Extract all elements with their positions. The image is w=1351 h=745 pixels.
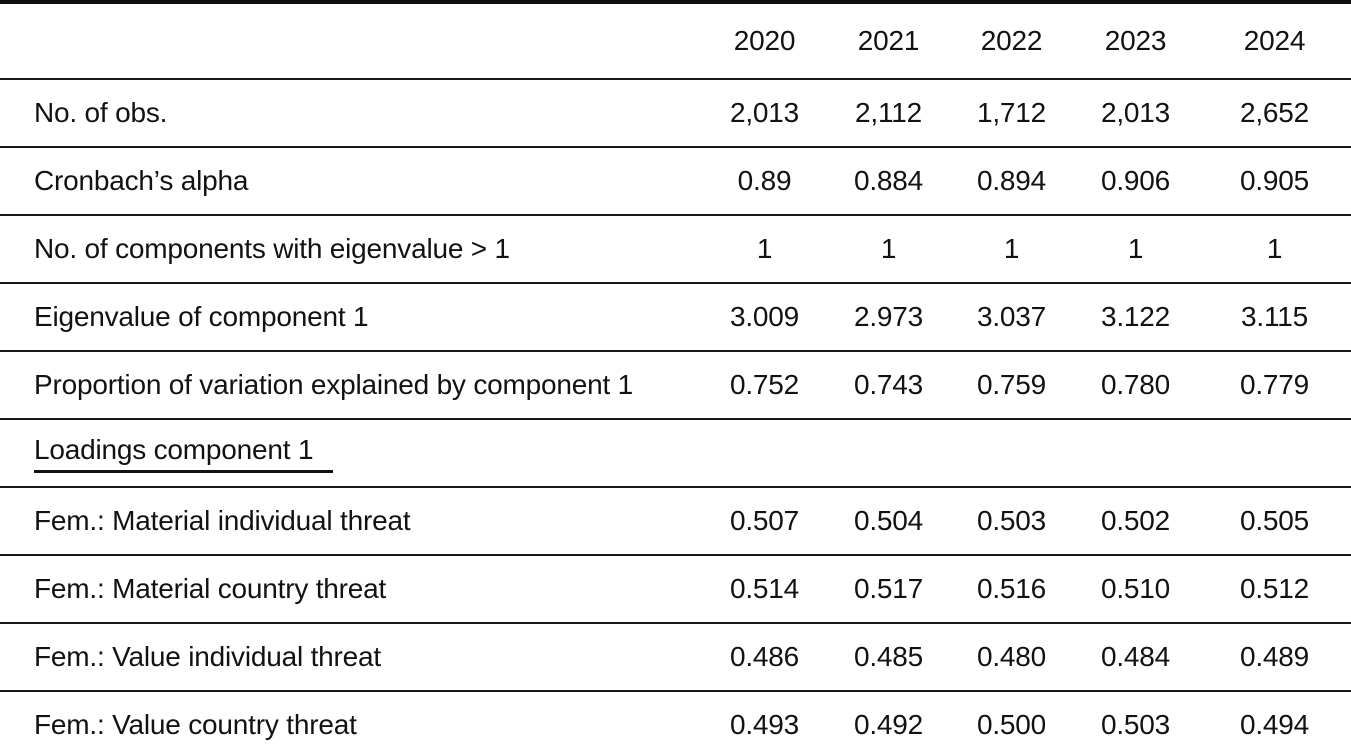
value-cell: 0.489 (1198, 623, 1351, 692)
value-cell (1073, 419, 1198, 488)
row-label: Fem.: Material country threat (0, 555, 702, 624)
value-cell: 0.502 (1073, 487, 1198, 556)
row-label: Eigenvalue of component 1 (0, 283, 702, 352)
value-cell (950, 419, 1073, 488)
value-cell: 0.493 (702, 691, 827, 745)
value-cell: 0.894 (950, 147, 1073, 216)
value-cell: 0.514 (702, 555, 827, 624)
table-row-proportion: Proportion of variation explained by com… (0, 351, 1351, 420)
value-cell: 3.115 (1198, 283, 1351, 352)
value-cell: 0.505 (1198, 487, 1351, 556)
value-cell: 3.037 (950, 283, 1073, 352)
year-header-2022: 2022 (950, 0, 1073, 80)
value-cell: 0.507 (702, 487, 827, 556)
value-cell: 0.517 (827, 555, 950, 624)
year-header-2020: 2020 (702, 0, 827, 80)
value-cell (1198, 419, 1351, 488)
value-cell: 0.494 (1198, 691, 1351, 745)
value-cell: 0.752 (702, 351, 827, 420)
row-label: Cronbach’s alpha (0, 147, 702, 216)
value-cell: 1 (1198, 215, 1351, 284)
value-cell: 0.779 (1198, 351, 1351, 420)
table-row-obs: No. of obs. 2,013 2,112 1,712 2,013 2,65… (0, 79, 1351, 148)
table-row-material-individual: Fem.: Material individual threat 0.507 0… (0, 487, 1351, 556)
value-cell: 0.89 (702, 147, 827, 216)
value-cell: 2.973 (827, 283, 950, 352)
year-header-2023: 2023 (1073, 0, 1198, 80)
table-row-material-country: Fem.: Material country threat 0.514 0.51… (0, 555, 1351, 624)
value-cell: 0.503 (950, 487, 1073, 556)
table-row-value-country: Fem.: Value country threat 0.493 0.492 0… (0, 691, 1351, 745)
value-cell: 0.485 (827, 623, 950, 692)
year-header-2021: 2021 (827, 0, 950, 80)
table-section-row-loadings: Loadings component 1 (0, 419, 1351, 488)
value-cell: 0.484 (1073, 623, 1198, 692)
section-label-cell: Loadings component 1 (0, 419, 702, 488)
row-label: Fem.: Material individual threat (0, 487, 702, 556)
value-cell: 1 (1073, 215, 1198, 284)
value-cell: 0.512 (1198, 555, 1351, 624)
value-cell: 0.780 (1073, 351, 1198, 420)
value-cell: 0.743 (827, 351, 950, 420)
row-label: Proportion of variation explained by com… (0, 351, 702, 420)
value-cell: 0.510 (1073, 555, 1198, 624)
value-cell: 3.122 (1073, 283, 1198, 352)
value-cell: 0.759 (950, 351, 1073, 420)
value-cell (827, 419, 950, 488)
row-label: No. of components with eigenvalue > 1 (0, 215, 702, 284)
row-label: Fem.: Value country threat (0, 691, 702, 745)
value-cell: 0.503 (1073, 691, 1198, 745)
value-cell: 0.516 (950, 555, 1073, 624)
value-cell: 2,013 (1073, 79, 1198, 148)
value-cell (702, 419, 827, 488)
section-label-text: Loadings component 1 (34, 434, 334, 473)
value-cell: 2,013 (702, 79, 827, 148)
corner-cell (0, 0, 702, 80)
value-cell: 2,112 (827, 79, 950, 148)
value-cell: 0.492 (827, 691, 950, 745)
table-row-components: No. of components with eigenvalue > 1 1 … (0, 215, 1351, 284)
row-label: Fem.: Value individual threat (0, 623, 702, 692)
value-cell: 1,712 (950, 79, 1073, 148)
year-header-2024: 2024 (1198, 0, 1351, 80)
value-cell: 0.480 (950, 623, 1073, 692)
table-row-cronbach: Cronbach’s alpha 0.89 0.884 0.894 0.906 … (0, 147, 1351, 216)
value-cell: 0.906 (1073, 147, 1198, 216)
row-label: No. of obs. (0, 79, 702, 148)
value-cell: 1 (827, 215, 950, 284)
header-row: 2020 2021 2022 2023 2024 (0, 0, 1351, 80)
table-row-eigenvalue: Eigenvalue of component 1 3.009 2.973 3.… (0, 283, 1351, 352)
table-row-value-individual: Fem.: Value individual threat 0.486 0.48… (0, 623, 1351, 692)
value-cell: 1 (702, 215, 827, 284)
value-cell: 2,652 (1198, 79, 1351, 148)
value-cell: 0.504 (827, 487, 950, 556)
value-cell: 1 (950, 215, 1073, 284)
value-cell: 0.500 (950, 691, 1073, 745)
value-cell: 0.486 (702, 623, 827, 692)
value-cell: 3.009 (702, 283, 827, 352)
value-cell: 0.905 (1198, 147, 1351, 216)
value-cell: 0.884 (827, 147, 950, 216)
